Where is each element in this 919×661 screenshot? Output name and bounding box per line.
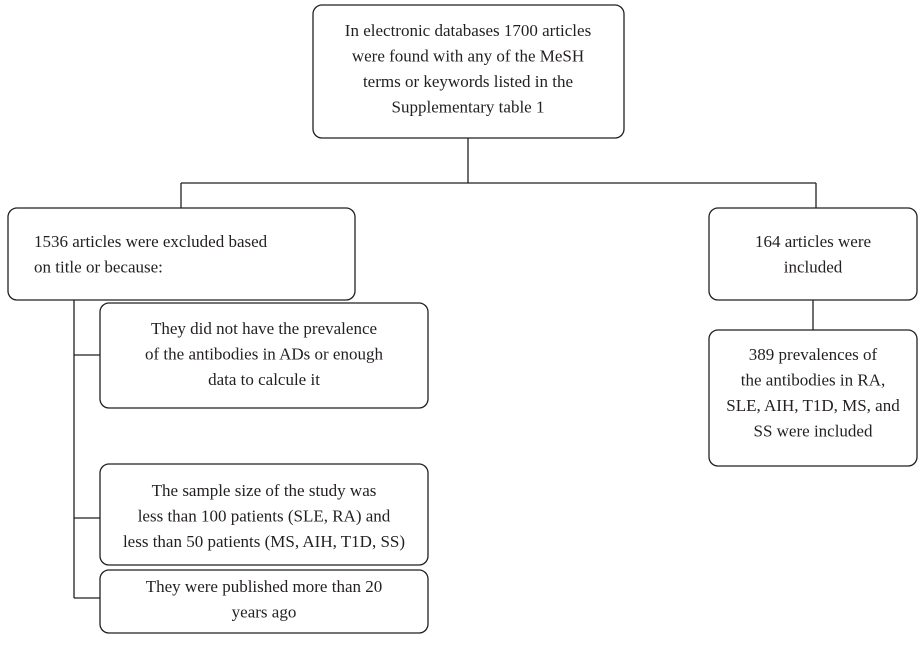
- node-text-line: 1536 articles were excluded based: [34, 232, 268, 251]
- node-text-line: In electronic databases 1700 articles: [345, 21, 591, 40]
- node-text-line: less than 50 patients (MS, AIH, T1D, SS): [123, 532, 405, 551]
- node-text-line: Supplementary table 1: [392, 97, 545, 116]
- node-text-line: less than 100 patients (SLE, RA) and: [138, 506, 391, 525]
- flow-node: 164 articles were included: [708, 207, 918, 301]
- flow-node: 389 prevalences of the antibodies in RA, S…: [708, 329, 918, 467]
- node-text-line: were found with any of the MeSH: [352, 46, 584, 65]
- node-text-line: SS were included: [754, 421, 873, 440]
- node-text-line: the antibodies in RA,: [741, 370, 885, 389]
- node-text-line: 164 articles were: [755, 232, 871, 251]
- node-box: [99, 302, 429, 409]
- node-text-line: data to calcule it: [208, 370, 320, 389]
- node-text-line: They did not have the prevalence: [151, 319, 377, 338]
- node-text-line: on title or because:: [34, 257, 163, 276]
- flow-node: The sample size of the study was less tha…: [99, 463, 429, 566]
- node-text-line: The sample size of the study was: [152, 481, 377, 500]
- node-box: [708, 207, 918, 301]
- flow-node: They did not have the prevalence of the a…: [99, 302, 429, 409]
- connectors: [73, 138, 817, 599]
- node-box: [312, 4, 625, 139]
- node-text-line: terms or keywords listed in the: [363, 72, 573, 91]
- node-text-line: included: [784, 257, 843, 276]
- node-text-line: 389 prevalences of: [749, 345, 878, 364]
- node-box: [99, 463, 429, 566]
- flow-node: 1536 articles were excluded based on titl…: [7, 207, 356, 301]
- node-text-line: SLE, AIH, T1D, MS, and: [726, 396, 900, 415]
- node-box: [99, 569, 429, 634]
- flow-node: In electronic databases 1700 articles wer…: [312, 4, 625, 139]
- node-text-line: years ago: [232, 602, 297, 621]
- node-text-line: They were published more than 20: [146, 577, 383, 596]
- flow-node: They were published more than 20 years ag…: [99, 569, 429, 634]
- node-box: [7, 207, 356, 301]
- node-box: [708, 329, 918, 467]
- node-text-line: of the antibodies in ADs or enough: [145, 344, 383, 363]
